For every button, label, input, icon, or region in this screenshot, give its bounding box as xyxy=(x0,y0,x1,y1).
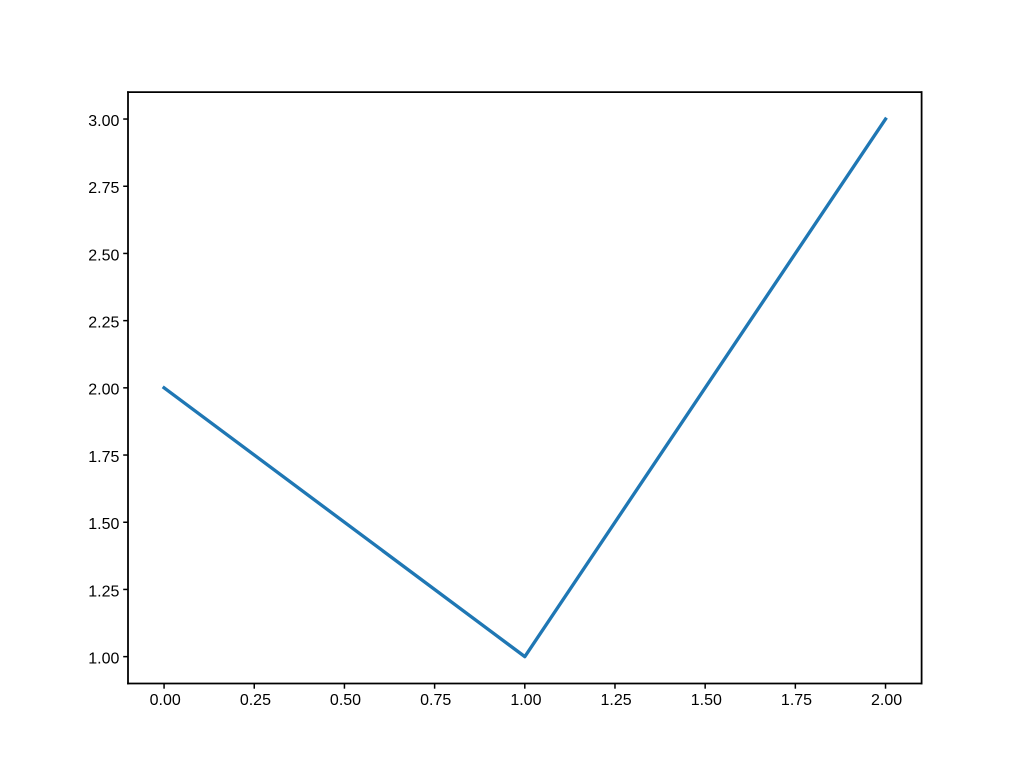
svg-text:0.50: 0.50 xyxy=(330,692,361,709)
svg-text:1.50: 1.50 xyxy=(88,516,119,533)
svg-text:0.25: 0.25 xyxy=(240,692,271,709)
svg-text:1.75: 1.75 xyxy=(88,449,119,466)
svg-text:1.75: 1.75 xyxy=(781,692,812,709)
svg-text:3.00: 3.00 xyxy=(88,113,119,130)
svg-text:0.75: 0.75 xyxy=(420,692,451,709)
svg-text:0.00: 0.00 xyxy=(150,692,181,709)
svg-text:2.00: 2.00 xyxy=(88,382,119,399)
svg-text:2.75: 2.75 xyxy=(88,180,119,197)
svg-text:2.25: 2.25 xyxy=(88,315,119,332)
svg-text:1.25: 1.25 xyxy=(88,583,119,600)
svg-text:1.00: 1.00 xyxy=(88,651,119,668)
svg-text:2.00: 2.00 xyxy=(871,692,902,709)
svg-text:1.25: 1.25 xyxy=(601,692,632,709)
svg-text:2.50: 2.50 xyxy=(88,247,119,264)
svg-text:1.00: 1.00 xyxy=(510,692,541,709)
svg-text:1.50: 1.50 xyxy=(691,692,722,709)
